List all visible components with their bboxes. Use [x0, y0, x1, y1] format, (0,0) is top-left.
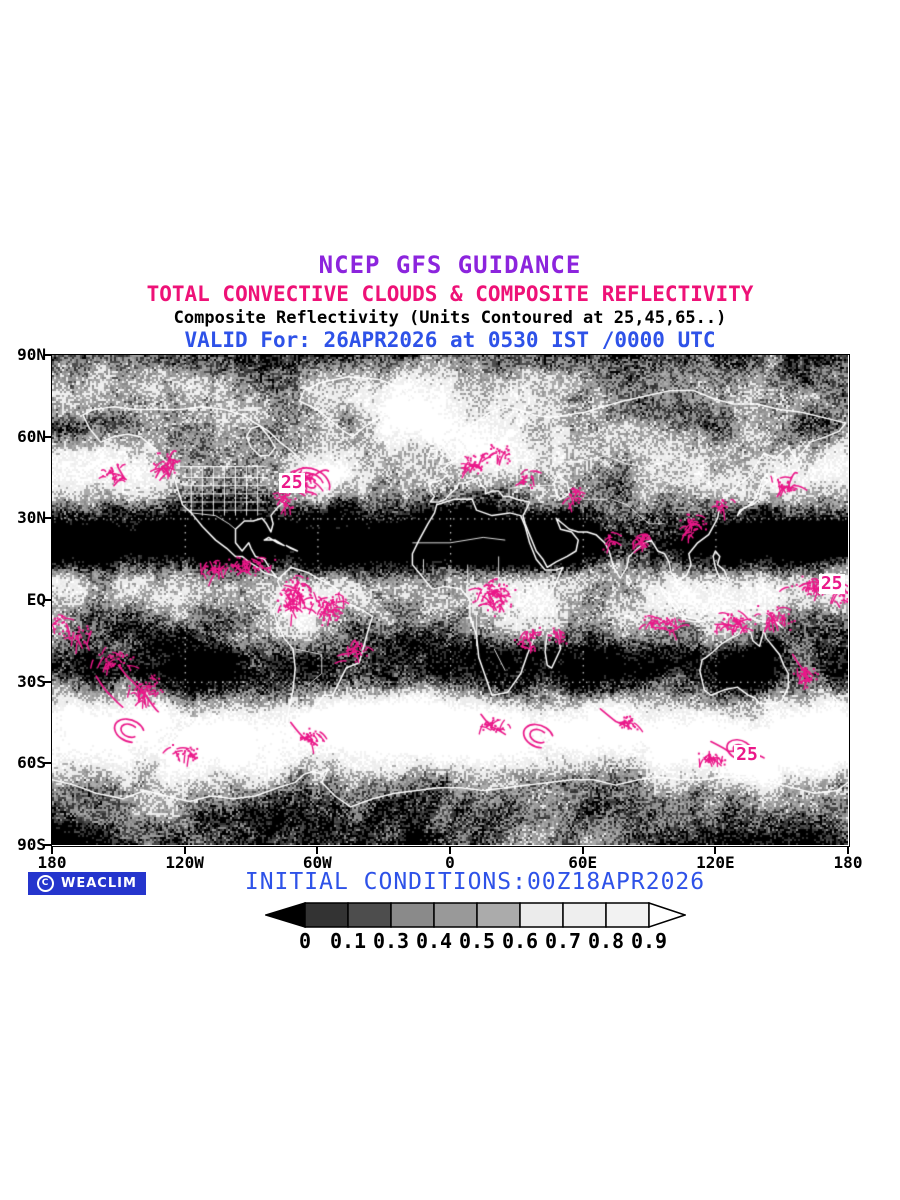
x-tick-mark — [847, 846, 849, 854]
valid-time-line: VALID For: 26APR2026 at 0530 IST /0000 U… — [184, 328, 716, 352]
colorbar-tick-label: 0.4 — [415, 929, 453, 953]
x-tick-mark — [51, 846, 53, 854]
y-tick-label: 30N — [17, 508, 46, 528]
x-tick-label: 60E — [568, 853, 598, 872]
x-tick-label: 120E — [696, 853, 735, 872]
x-tick-mark — [581, 846, 584, 854]
x-tick-label: 180 — [833, 853, 863, 872]
colorbar-tick-label: 0.9 — [630, 929, 668, 953]
y-tick-mark — [43, 680, 52, 683]
x-tick-label: 60W — [302, 853, 332, 872]
colorbar-tick-label: 0 — [298, 929, 312, 953]
initial-conditions-line: INITIAL CONDITIONS:00Z18APR2026 — [244, 869, 706, 895]
colorbar-tick-label: 0.1 — [329, 929, 367, 953]
weaclim-badge-label: WEACLIM — [61, 876, 137, 891]
copyright-icon: C — [37, 875, 54, 892]
weaclim-logo-badge[interactable]: C WEACLIM — [28, 872, 146, 895]
y-tick-label: 90S — [17, 835, 46, 854]
colorbar-tick-label: 0.3 — [372, 929, 410, 953]
world-cloud-reflectivity-map — [52, 355, 848, 845]
x-tick-mark — [183, 846, 186, 854]
y-tick-mark — [43, 517, 52, 520]
y-tick-label: 60S — [17, 753, 46, 773]
y-tick-mark — [43, 844, 52, 846]
y-tick-label: 90N — [17, 345, 46, 364]
colorbar-tick-label: 0.6 — [501, 929, 539, 953]
y-tick-mark — [43, 762, 52, 765]
y-tick-mark — [43, 435, 52, 438]
y-tick-label: 30S — [17, 671, 46, 691]
reflectivity-contour-label: 25 — [818, 573, 845, 595]
page-subtitle: TOTAL CONVECTIVE CLOUDS & COMPOSITE REFL… — [146, 282, 754, 306]
x-tick-mark — [449, 846, 451, 854]
contour-note: Composite Reflectivity (Units Contoured … — [173, 308, 727, 328]
page-title: NCEP GFS GUIDANCE — [318, 251, 582, 279]
x-tick-label: 180 — [37, 853, 67, 872]
x-tick-mark — [714, 846, 717, 854]
colorbar-tick-label: 0.7 — [544, 929, 582, 953]
x-tick-label: 0 — [445, 853, 455, 872]
y-tick-label: 60N — [17, 426, 46, 446]
reflectivity-contour-label: 25 — [734, 743, 760, 765]
y-tick-mark — [43, 354, 52, 356]
y-tick-label: EQ — [26, 590, 46, 609]
y-tick-mark — [43, 599, 52, 601]
x-tick-mark — [316, 846, 319, 854]
colorbar-tick-label: 0.5 — [458, 929, 496, 953]
x-tick-label: 120W — [165, 853, 204, 872]
reflectivity-contour-label: 25 — [278, 472, 305, 494]
cloud-fraction-colorbar — [265, 902, 686, 929]
colorbar-tick-label: 0.8 — [587, 929, 625, 953]
